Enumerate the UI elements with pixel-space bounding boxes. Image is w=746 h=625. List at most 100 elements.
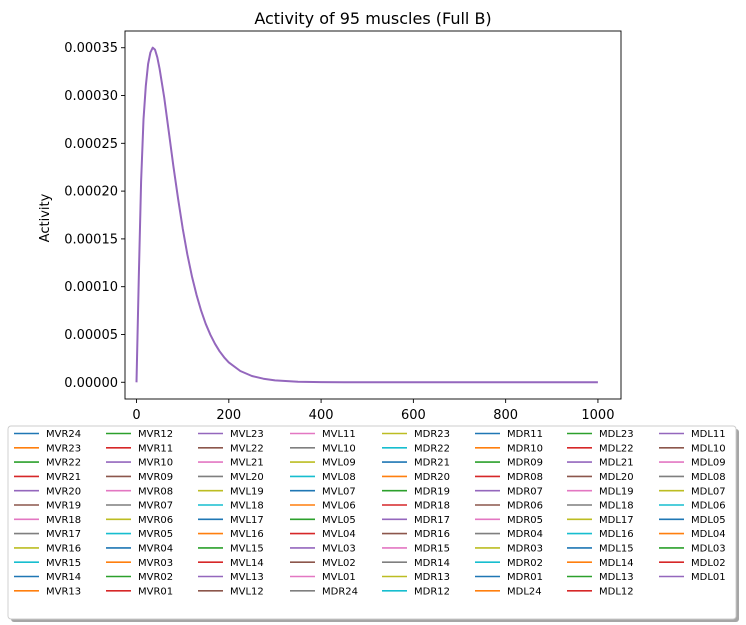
legend-entry: MDR18 bbox=[382, 501, 450, 512]
legend-entry: MVL12 bbox=[198, 586, 264, 597]
legend-entry: MVL07 bbox=[290, 486, 356, 497]
legend-label: MDL07 bbox=[691, 486, 726, 497]
legend-label: MDL16 bbox=[599, 529, 634, 540]
legend-label: MDL10 bbox=[691, 443, 726, 454]
legend-entry: MDL17 bbox=[567, 515, 634, 526]
legend-label: MVR02 bbox=[138, 572, 173, 583]
legend-label: MVL10 bbox=[322, 443, 356, 454]
legend-entry: MVR10 bbox=[106, 458, 173, 469]
legend-entry: MVL15 bbox=[198, 544, 264, 555]
legend-entry: MVR07 bbox=[106, 501, 173, 512]
legend-label: MDL22 bbox=[599, 443, 634, 454]
legend-entry: MDR03 bbox=[475, 544, 543, 555]
legend: MVR24 MVR23 MVR22 MVR21 MVR20 MVR19 MVR18 MVR17… bbox=[7, 425, 739, 622]
y-tick-label: 0.00010 bbox=[64, 280, 118, 295]
chart-title: Activity of 95 muscles (Full B) bbox=[254, 9, 491, 28]
legend-label: MVR15 bbox=[46, 558, 81, 569]
legend-entry: MDR09 bbox=[475, 458, 543, 469]
legend-label: MVL12 bbox=[230, 586, 264, 597]
legend-label: MDL13 bbox=[599, 572, 634, 583]
legend-entry: MVR08 bbox=[106, 486, 173, 497]
legend-items: MVR24 MVR23 MVR22 MVR21 MVR20 MVR19 MVR18 MVR17… bbox=[14, 429, 726, 597]
legend-label: MVL01 bbox=[322, 572, 356, 583]
legend-entry: MVR24 bbox=[14, 429, 81, 440]
legend-label: MDR06 bbox=[507, 501, 543, 512]
legend-entry: MVR06 bbox=[106, 515, 173, 526]
legend-label: MDL08 bbox=[691, 472, 726, 483]
legend-label: MVL17 bbox=[230, 515, 264, 526]
legend-entry: MDL20 bbox=[567, 472, 634, 483]
legend-label: MVL02 bbox=[322, 558, 356, 569]
legend-entry: MVL11 bbox=[290, 429, 356, 440]
legend-entry: MVR21 bbox=[14, 472, 81, 483]
legend-label: MVR17 bbox=[46, 529, 81, 540]
legend-label: MVL03 bbox=[322, 544, 356, 555]
legend-label: MVR16 bbox=[46, 544, 81, 555]
y-tick-label: 0.00020 bbox=[64, 185, 118, 200]
legend-label: MVL07 bbox=[322, 486, 356, 497]
series-line bbox=[135, 46, 598, 384]
legend-label: MVR03 bbox=[138, 558, 173, 569]
legend-entry: MDR24 bbox=[290, 586, 358, 597]
legend-label: MVR24 bbox=[46, 429, 81, 440]
legend-entry: MDL19 bbox=[567, 486, 634, 497]
legend-entry: MDR23 bbox=[382, 429, 450, 440]
legend-entry: MVL17 bbox=[198, 515, 264, 526]
legend-label: MDL11 bbox=[691, 429, 726, 440]
legend-label: MDL21 bbox=[599, 458, 634, 469]
legend-entry: MVR22 bbox=[14, 458, 81, 469]
legend-entry: MVR02 bbox=[106, 572, 173, 583]
legend-label: MDL15 bbox=[599, 544, 634, 555]
legend-label: MVR19 bbox=[46, 501, 81, 512]
legend-entry: MVL19 bbox=[198, 486, 264, 497]
y-tick-label: 0.00030 bbox=[64, 89, 118, 104]
legend-label: MDL03 bbox=[691, 544, 726, 555]
legend-entry: MVR15 bbox=[14, 558, 81, 569]
y-tick-label: 0.00035 bbox=[64, 41, 118, 56]
y-tick-label: 0.00000 bbox=[64, 376, 118, 391]
legend-label: MVL09 bbox=[322, 458, 356, 469]
legend-entry: MVR20 bbox=[14, 486, 81, 497]
legend-entry: MVL03 bbox=[290, 544, 356, 555]
legend-label: MDR21 bbox=[414, 458, 450, 469]
legend-entry: MDL10 bbox=[659, 443, 726, 454]
legend-entry: MVL02 bbox=[290, 558, 356, 569]
legend-entry: MDR20 bbox=[382, 472, 450, 483]
legend-entry: MDL01 bbox=[659, 572, 726, 583]
legend-label: MVL08 bbox=[322, 472, 356, 483]
legend-label: MVR12 bbox=[138, 429, 173, 440]
legend-label: MVR07 bbox=[138, 501, 173, 512]
legend-entry: MDL23 bbox=[567, 429, 634, 440]
legend-entry: MVR19 bbox=[14, 501, 81, 512]
x-tick-label: 1000 bbox=[581, 408, 614, 423]
legend-entry: MDR06 bbox=[475, 501, 543, 512]
legend-entry: MVR16 bbox=[14, 544, 81, 555]
legend-entry: MDR15 bbox=[382, 544, 450, 555]
legend-entry: MVL08 bbox=[290, 472, 356, 483]
x-tick-label: 200 bbox=[216, 408, 241, 423]
legend-label: MDR15 bbox=[414, 544, 450, 555]
legend-label: MVL21 bbox=[230, 458, 264, 469]
legend-entry: MVR05 bbox=[106, 529, 173, 540]
y-tick-label: 0.00025 bbox=[64, 137, 118, 152]
legend-entry: MVL06 bbox=[290, 501, 356, 512]
legend-entry: MVL22 bbox=[198, 443, 264, 454]
legend-label: MVL19 bbox=[230, 486, 264, 497]
legend-entry: MDL15 bbox=[567, 544, 634, 555]
legend-label: MVL05 bbox=[322, 515, 356, 526]
legend-label: MDR04 bbox=[507, 529, 543, 540]
legend-label: MDR22 bbox=[414, 443, 450, 454]
legend-entry: MDR22 bbox=[382, 443, 450, 454]
legend-label: MDR02 bbox=[507, 558, 543, 569]
legend-label: MVL20 bbox=[230, 472, 264, 483]
legend-entry: MVR04 bbox=[106, 544, 173, 555]
legend-label: MDR01 bbox=[507, 572, 543, 583]
legend-label: MVR20 bbox=[46, 486, 81, 497]
legend-label: MDL19 bbox=[599, 486, 634, 497]
legend-label: MDL01 bbox=[691, 572, 726, 583]
legend-entry: MDR13 bbox=[382, 572, 450, 583]
legend-label: MVR05 bbox=[138, 529, 173, 540]
legend-label: MVR13 bbox=[46, 586, 81, 597]
legend-entry: MVL18 bbox=[198, 501, 264, 512]
